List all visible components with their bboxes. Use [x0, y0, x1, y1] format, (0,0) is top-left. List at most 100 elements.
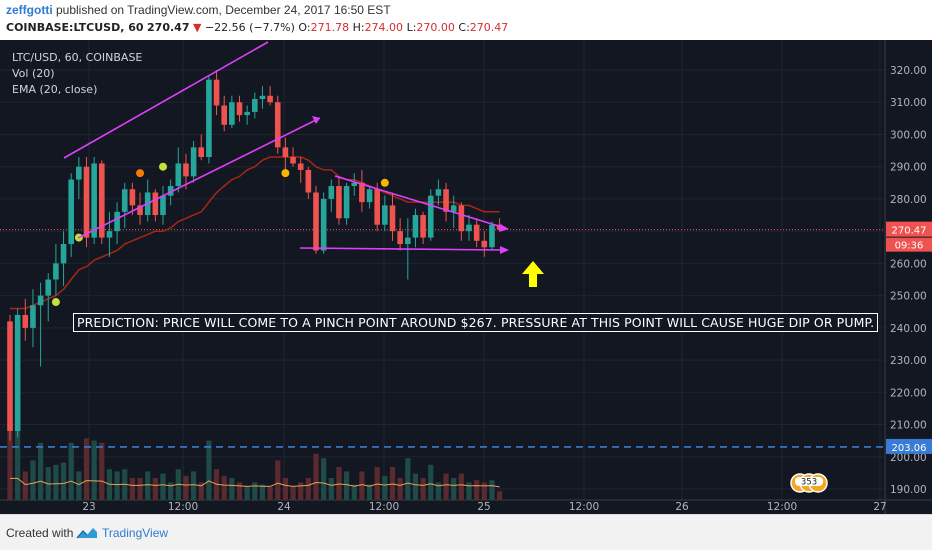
candle	[206, 76, 212, 164]
x-tick-label: 23	[82, 501, 95, 513]
candle-body	[190, 147, 197, 177]
candle	[152, 189, 159, 222]
volume-bar	[7, 420, 13, 500]
candle-body	[359, 182, 365, 203]
channel-arrow-head	[312, 116, 320, 124]
legend-symbol: LTC/USD, 60, COINBASE	[12, 51, 143, 64]
candle-body	[60, 244, 67, 264]
volume-bar	[466, 482, 472, 500]
volume-bar	[313, 453, 319, 500]
badge-count: 353	[801, 478, 817, 488]
volume-bar	[244, 486, 250, 500]
candle-body	[290, 157, 296, 164]
y-tick-label: 220.00	[890, 387, 927, 399]
author-link[interactable]: zeffgotti	[6, 3, 53, 17]
candle-body	[175, 163, 182, 187]
volume-bar	[30, 460, 36, 500]
volume-bar	[298, 482, 304, 500]
candle-body	[106, 231, 113, 238]
candle	[83, 157, 90, 248]
candle-body	[229, 102, 235, 125]
candle	[481, 231, 488, 257]
candle-body	[114, 211, 120, 232]
candle-body	[252, 99, 258, 112]
triangle-upper-arrow-head	[499, 224, 509, 232]
volume-bar	[359, 471, 365, 500]
candle	[114, 202, 120, 245]
candle-body	[160, 195, 166, 216]
candle	[328, 179, 335, 212]
volume-bar	[305, 478, 311, 500]
support-price-tag	[886, 438, 932, 454]
candle-body	[389, 205, 396, 232]
ideas-badge[interactable]: 353	[790, 472, 830, 494]
volume-bar	[114, 471, 120, 500]
volume-bar	[321, 458, 327, 500]
candle-body	[129, 189, 136, 206]
volume-bar	[435, 482, 441, 500]
legend-ema: EMA (20, close)	[12, 83, 98, 96]
high-label: H:	[352, 21, 365, 34]
candle	[190, 140, 197, 183]
x-tick-label: 27	[873, 501, 886, 513]
candle-body	[481, 240, 488, 248]
candle	[359, 169, 365, 212]
candle	[198, 134, 205, 161]
volume-bar	[152, 478, 158, 500]
volume-bar	[474, 480, 480, 500]
candle-body	[37, 295, 44, 306]
volume-bar	[420, 478, 426, 500]
candle-body	[137, 205, 143, 216]
close-label: C:	[458, 21, 470, 34]
candle	[389, 192, 396, 241]
candle	[473, 218, 480, 248]
candle	[137, 192, 143, 225]
candle-body	[68, 179, 74, 245]
candle	[290, 147, 296, 167]
candle	[397, 218, 403, 251]
candle	[160, 186, 166, 225]
candle	[175, 147, 182, 193]
countdown-tag-label: 09:36	[895, 241, 924, 252]
high-value: 274.00	[364, 21, 404, 34]
chart-area[interactable]: 190.00 200.00 210.00 220.00 230.00 240.00 250.…	[0, 40, 932, 514]
candle-body	[213, 79, 220, 106]
volume-bar	[267, 486, 273, 500]
candle-body	[458, 205, 465, 232]
candle	[76, 157, 82, 199]
published-text: published on TradingView.com, December 2…	[52, 3, 391, 17]
volume-bar	[76, 471, 82, 500]
volume-bar	[336, 467, 342, 500]
signal-marker-dot	[159, 162, 167, 171]
volume-bar	[53, 464, 59, 500]
candle-body	[244, 111, 250, 116]
candle-body	[305, 169, 312, 193]
open-value: 271.78	[310, 21, 350, 34]
candle-body	[53, 263, 59, 280]
candle-body	[320, 198, 327, 251]
last-price: 270.47	[147, 21, 190, 34]
candle-body	[259, 95, 266, 100]
x-tick-label: 12:00	[369, 501, 399, 513]
candle-body	[167, 186, 174, 196]
candle	[37, 282, 44, 367]
volume-bar	[236, 482, 243, 500]
volume-bar	[458, 473, 464, 500]
candle-body	[183, 163, 189, 177]
candle	[282, 137, 289, 170]
candle-body	[22, 314, 29, 328]
x-tick-label: 12:00	[767, 501, 797, 513]
last-price-tag-label: 270.47	[892, 226, 927, 237]
triangle-upper-line	[334, 175, 506, 229]
volume-bar	[282, 478, 288, 500]
channel-upper-line	[63, 41, 269, 159]
price-chart[interactable]: 190.00 200.00 210.00 220.00 230.00 240.00 250.…	[0, 40, 932, 514]
y-tick-label: 310.00	[890, 97, 927, 109]
candle-body	[121, 189, 128, 212]
candle	[221, 95, 227, 132]
tradingview-brand-link[interactable]: TradingView	[102, 526, 169, 540]
candle	[183, 153, 189, 190]
volume-bar	[252, 482, 258, 500]
low-label: L:	[406, 21, 417, 34]
volume-bar	[290, 486, 296, 500]
